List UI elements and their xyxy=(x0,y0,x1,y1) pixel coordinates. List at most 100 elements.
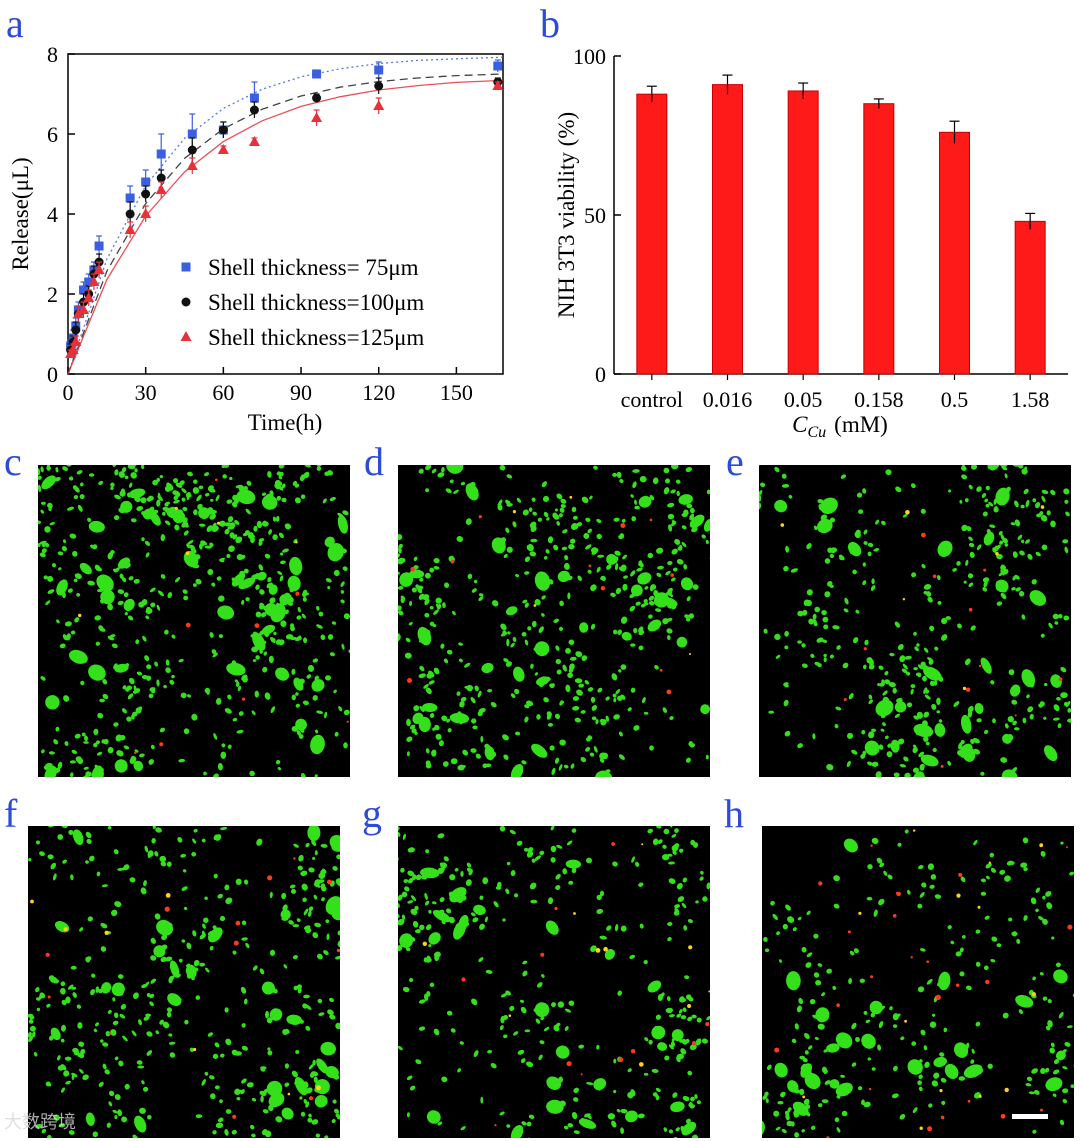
live-cell xyxy=(620,1108,628,1114)
live-cell xyxy=(513,666,525,682)
live-cell xyxy=(152,826,157,830)
live-cell xyxy=(666,996,671,1002)
live-cell xyxy=(64,621,72,627)
dead-cell xyxy=(30,899,34,904)
live-cell xyxy=(189,544,195,550)
live-cell xyxy=(1043,682,1048,687)
live-cell xyxy=(83,775,90,777)
live-cell xyxy=(1048,622,1053,629)
live-cell xyxy=(459,1041,464,1045)
live-cell xyxy=(446,1010,453,1016)
data-point xyxy=(312,93,322,103)
live-cell xyxy=(145,615,150,620)
data-point xyxy=(125,209,135,219)
live-cell xyxy=(459,702,465,708)
live-cell xyxy=(193,828,198,833)
live-cell xyxy=(869,659,874,668)
live-cell xyxy=(79,494,85,500)
live-cell xyxy=(679,1009,683,1014)
live-cell xyxy=(209,513,216,520)
live-cell xyxy=(47,575,54,582)
live-cell xyxy=(679,544,683,551)
live-cell xyxy=(923,584,932,590)
live-cell xyxy=(634,499,637,505)
live-cell xyxy=(836,645,841,650)
live-cell xyxy=(911,1041,917,1046)
live-cell xyxy=(429,713,435,718)
live-cell xyxy=(921,563,926,569)
live-cell xyxy=(420,867,440,879)
live-cell xyxy=(1030,897,1037,905)
live-cell xyxy=(833,903,840,909)
live-cell xyxy=(264,630,270,637)
live-cell xyxy=(933,680,938,686)
live-cell xyxy=(465,518,472,525)
live-cell xyxy=(316,953,323,960)
live-cell xyxy=(629,954,636,960)
live-cell xyxy=(418,673,426,679)
live-cell xyxy=(543,697,549,703)
live-cell xyxy=(569,656,577,661)
live-cell xyxy=(107,552,114,560)
live-cell xyxy=(113,849,119,855)
live-cell xyxy=(281,1107,294,1120)
live-cell xyxy=(419,577,424,582)
live-cell xyxy=(671,834,677,838)
live-cell xyxy=(167,592,173,599)
dead-cell xyxy=(988,861,991,864)
live-cell xyxy=(478,957,484,963)
dead-cell xyxy=(687,1004,692,1008)
live-cell xyxy=(620,1127,625,1134)
live-cell xyxy=(447,728,452,733)
live-cell xyxy=(987,465,994,470)
live-cell xyxy=(235,536,243,544)
live-cell xyxy=(1060,666,1067,673)
live-cell xyxy=(865,1019,871,1023)
live-cell xyxy=(224,1007,229,1013)
live-cell xyxy=(788,1107,792,1111)
live-cell xyxy=(480,1096,484,1104)
live-cell xyxy=(121,577,127,583)
x-tick-label: 0.5 xyxy=(941,387,969,412)
live-cell xyxy=(517,1049,525,1055)
live-cell xyxy=(587,687,594,692)
live-cell xyxy=(1053,969,1068,984)
dead-cell xyxy=(659,668,663,672)
live-cell xyxy=(281,892,287,900)
live-cell xyxy=(995,585,1002,591)
dead-cell xyxy=(868,1087,872,1091)
live-cell xyxy=(990,958,996,963)
live-cell xyxy=(784,730,791,737)
live-cell xyxy=(1020,862,1028,868)
live-cell xyxy=(114,663,129,673)
live-cell xyxy=(437,603,442,610)
live-cell xyxy=(98,625,104,632)
viability-bar xyxy=(863,103,895,375)
live-cell xyxy=(426,630,431,636)
live-cell xyxy=(691,1014,697,1019)
live-cell xyxy=(201,1079,206,1086)
dead-cell xyxy=(836,1003,840,1007)
live-cell xyxy=(892,1065,898,1072)
live-cell xyxy=(72,1048,77,1053)
live-cell xyxy=(679,848,684,853)
live-cell xyxy=(438,740,444,747)
live-cell xyxy=(527,847,534,853)
live-cell xyxy=(682,1007,687,1012)
live-cell xyxy=(135,639,140,645)
live-cell xyxy=(416,585,424,591)
live-cell xyxy=(941,634,948,641)
live-cell xyxy=(571,828,577,833)
live-cell xyxy=(182,589,188,594)
dead-cell xyxy=(977,905,981,909)
live-cell xyxy=(521,631,527,637)
live-cell xyxy=(428,909,432,914)
live-cell xyxy=(970,625,976,631)
dead-cell xyxy=(691,1041,697,1046)
live-cell xyxy=(834,1117,840,1123)
live-cell xyxy=(263,651,268,656)
y-tick-label: 4 xyxy=(47,202,58,227)
live-cell xyxy=(107,635,115,641)
live-cell xyxy=(180,692,187,699)
live-cell xyxy=(618,669,622,673)
